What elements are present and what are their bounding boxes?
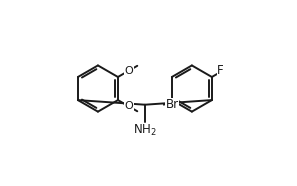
Text: O: O bbox=[124, 101, 133, 111]
Text: Br: Br bbox=[165, 98, 178, 111]
Text: NH$_2$: NH$_2$ bbox=[133, 122, 157, 137]
Text: O: O bbox=[124, 66, 133, 76]
Text: F: F bbox=[217, 64, 224, 77]
